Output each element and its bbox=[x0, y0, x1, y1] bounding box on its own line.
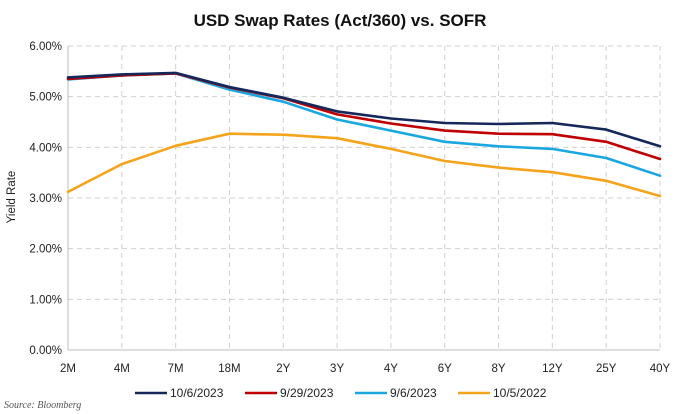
y-tick-label: 3.00% bbox=[29, 193, 62, 205]
series-line-10-6-2023 bbox=[66, 71, 662, 148]
axes: 0.00% 1.00% 2.00% 3.00% 4.00% 5.00% 6.00% 2M 4M 7… bbox=[29, 41, 670, 375]
legend-label: 10/6/2023 bbox=[170, 386, 224, 400]
y-tick-label: 1.00% bbox=[29, 294, 62, 306]
y-tick-label: 5.00% bbox=[29, 92, 62, 104]
series-line-10-5-2022 bbox=[66, 132, 662, 198]
y-tick-label: 0.00% bbox=[29, 345, 62, 357]
chart-title: USD Swap Rates (Act/360) vs. SOFR bbox=[194, 11, 487, 30]
x-tick-label: 2M bbox=[60, 363, 76, 375]
legend: 10/6/2023 9/29/2023 9/6/2023 10/5/2022 bbox=[135, 386, 547, 400]
x-tick-label: 2Y bbox=[276, 363, 290, 375]
x-tick-label: 18M bbox=[218, 363, 240, 375]
x-tick-label: 4Y bbox=[384, 363, 398, 375]
x-tick-label: 8Y bbox=[492, 363, 506, 375]
gridlines bbox=[68, 45, 661, 350]
legend-label: 9/29/2023 bbox=[280, 386, 334, 400]
x-tick-label: 12Y bbox=[542, 363, 563, 375]
y-tick-label: 6.00% bbox=[29, 41, 62, 53]
x-tick-label: 25Y bbox=[596, 363, 617, 375]
x-tick-label: 7M bbox=[168, 363, 184, 375]
y-axis-label: Yield Rate bbox=[6, 171, 18, 224]
series-lines bbox=[66, 71, 662, 198]
legend-label: 10/5/2022 bbox=[493, 386, 547, 400]
x-tick-label: 40Y bbox=[650, 363, 671, 375]
legend-label: 9/6/2023 bbox=[390, 386, 437, 400]
x-tick-label: 4M bbox=[114, 363, 130, 375]
y-tick-label: 2.00% bbox=[29, 244, 62, 256]
source-note: Source: Bloomberg bbox=[4, 400, 81, 411]
y-tick-label: 4.00% bbox=[29, 142, 62, 154]
x-tick-label: 6Y bbox=[438, 363, 452, 375]
x-tick-label: 3Y bbox=[330, 363, 344, 375]
